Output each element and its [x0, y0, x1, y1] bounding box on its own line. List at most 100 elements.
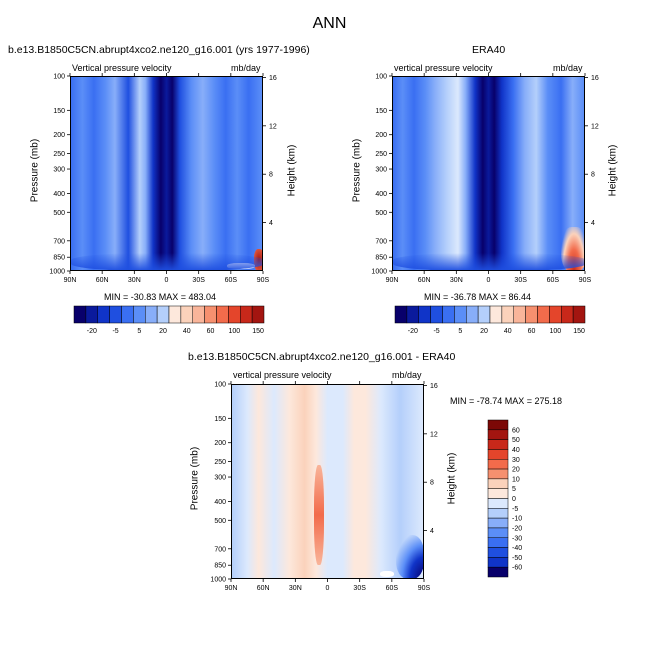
model-xtick-label: 90N	[64, 277, 77, 284]
diff-colorbar-label: -40	[512, 545, 522, 552]
model-stats: MIN = -30.83 MAX = 483.04	[104, 292, 217, 302]
diff-xtick-label: 30S	[353, 585, 366, 592]
model-colorbar-label: 60	[207, 328, 215, 335]
model-colorbar-label: 5	[137, 328, 141, 335]
diff-colorbar-swatch	[487, 508, 509, 519]
diff-plot-area	[231, 384, 424, 579]
model-ytick-right-label: 4	[269, 220, 273, 227]
model-ytick-label: 700	[53, 238, 65, 245]
obs-ytick-right-label: 12	[591, 123, 599, 130]
diff-colorbar-label: 20	[512, 467, 520, 474]
model-ytick-right-label: 8	[269, 172, 273, 179]
diff-ytick-label: 850	[214, 563, 226, 570]
model-right-string: mb/day	[231, 63, 261, 73]
diff-stats: MIN = -78.74 MAX = 275.18	[450, 396, 563, 406]
model-ytick-label: 500	[53, 210, 65, 217]
diff-blue-corner	[396, 535, 423, 578]
obs-ytick-right-label: 8	[591, 172, 595, 179]
model-ytick-label: 1000	[49, 269, 65, 276]
diff-left-string: vertical pressure velocity	[233, 370, 332, 380]
diff-colorbar-swatch	[487, 566, 509, 578]
model-xtick-label: 0	[165, 277, 169, 284]
diff-ytick-label: 400	[214, 499, 226, 506]
obs-ytick-label: 850	[375, 255, 387, 262]
diff-colorbar-label: -50	[512, 555, 522, 562]
diff-colorbar-label: -30	[512, 535, 522, 542]
model-colorbar-label: 100	[228, 328, 240, 335]
diff-colorbar-label: 60	[512, 427, 520, 434]
diff-colorbar-label: 10	[512, 476, 520, 483]
diff-right-string: mb/day	[392, 370, 422, 380]
model-ytick-label: 300	[53, 167, 65, 174]
obs-xtick-label: 0	[487, 277, 491, 284]
diff-ytick-label: 200	[214, 440, 226, 447]
diff-colorbar-label: 5	[512, 486, 516, 493]
diff-ytick-label: 1000	[210, 577, 226, 584]
diff-colorbar-swatch	[487, 547, 509, 558]
diff-xtick-label: 60N	[257, 585, 270, 592]
obs-xtick-label: 30N	[450, 277, 463, 284]
model-ytick-label: 250	[53, 151, 65, 158]
obs-colorbar-label: 20	[480, 328, 488, 335]
diff-panel-title: b.e13.B1850C5CN.abrupt4xco2.ne120_g16.00…	[188, 351, 456, 363]
model-colorbar-swatch	[251, 305, 265, 324]
model-xtick-label: 60N	[96, 277, 109, 284]
diff-ytick-label: 500	[214, 518, 226, 525]
obs-ytick-label: 250	[375, 151, 387, 158]
obs-colorbar-label: 150	[573, 328, 585, 335]
obs-colorbar-swatch	[572, 305, 586, 324]
model-colorbar-label: 150	[252, 328, 264, 335]
diff-xtick-label: 90S	[418, 585, 431, 592]
diff-colorbar-swatch	[487, 439, 509, 450]
diff-xtick-label: 60S	[386, 585, 399, 592]
model-ytick-right-label: 16	[269, 75, 277, 82]
model-xtick-label: 30S	[192, 277, 205, 284]
obs-xtick-label: 60S	[547, 277, 560, 284]
main-title: ANN	[312, 15, 347, 32]
model-ytick-label: 400	[53, 191, 65, 198]
diff-colorbar-swatch	[487, 419, 509, 431]
diff-colorbar-swatch	[487, 449, 509, 460]
model-xtick-label: 90S	[257, 277, 270, 284]
model-colorbar-label: -20	[87, 328, 97, 335]
diff-colorbar-label: -5	[512, 506, 518, 513]
model-colorbar-label: 40	[183, 328, 191, 335]
obs-xtick-label: 90N	[386, 277, 399, 284]
model-panel-title: b.e13.B1850C5CN.abrupt4xco2.ne120_g16.00…	[8, 44, 310, 56]
obs-xtick-label: 90S	[579, 277, 592, 284]
obs-colorbar-label: -5	[433, 328, 439, 335]
diff-xtick-label: 90N	[225, 585, 238, 592]
diff-ytick-right-label: 12	[430, 431, 438, 438]
diff-ytick-label: 250	[214, 459, 226, 466]
diff-colorbar-swatch	[487, 498, 509, 509]
diff-colorbar-label: -60	[512, 565, 522, 572]
obs-ytick-label: 500	[375, 210, 387, 217]
model-colorbar-label: 20	[159, 328, 167, 335]
model-left-string: Vertical pressure velocity	[72, 63, 172, 73]
obs-lower-band	[393, 253, 584, 270]
obs-xtick-label: 30S	[514, 277, 527, 284]
obs-plot-area	[392, 76, 585, 271]
diff-ytick-label: 700	[214, 546, 226, 553]
obs-colorbar-label: 5	[458, 328, 462, 335]
obs-ytick-label: 1000	[371, 269, 387, 276]
model-ytick-label: 200	[53, 132, 65, 139]
model-xtick-label: 30N	[128, 277, 141, 284]
diff-colorbar-swatch	[487, 537, 509, 548]
obs-ytick-label: 150	[375, 108, 387, 115]
model-ytick-label: 100	[53, 74, 65, 81]
model-ytick-right-label: 12	[269, 123, 277, 130]
obs-colorbar-label: -20	[408, 328, 418, 335]
diff-colorbar-label: 30	[512, 457, 520, 464]
diff-colorbar-swatch	[487, 459, 509, 470]
model-ytick-label: 150	[53, 108, 65, 115]
diff-colorbar-swatch	[487, 468, 509, 480]
model-xtick-label: 60S	[225, 277, 238, 284]
obs-ytick-right-label: 16	[591, 75, 599, 82]
diff-xtick-label: 30N	[289, 585, 302, 592]
